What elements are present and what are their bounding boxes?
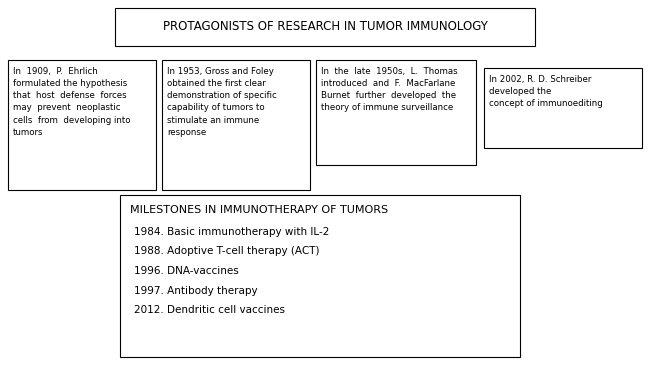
Bar: [120, 195, 520, 357]
Text: In  the  late  1950s,  L.  Thomas
introduced  and  F.  MacFarlane
Burnet  furthe: In the late 1950s, L. Thomas introduced …: [321, 67, 458, 112]
Text: 1984. Basic immunotherapy with IL-2: 1984. Basic immunotherapy with IL-2: [134, 227, 330, 237]
Bar: [115, 8, 535, 46]
Text: 1988. Adoptive T-cell therapy (ACT): 1988. Adoptive T-cell therapy (ACT): [134, 247, 320, 257]
Text: In 1953, Gross and Foley
obtained the first clear
demonstration of specific
capa: In 1953, Gross and Foley obtained the fi…: [167, 67, 277, 137]
Text: 2012. Dendritic cell vaccines: 2012. Dendritic cell vaccines: [134, 305, 285, 315]
Text: 1996. DNA-vaccines: 1996. DNA-vaccines: [134, 266, 239, 276]
Bar: [162, 60, 310, 190]
Text: In  1909,  P.  Ehrlich
formulated the hypothesis
that  host  defense  forces
may: In 1909, P. Ehrlich formulated the hypot…: [13, 67, 131, 137]
Text: MILESTONES IN IMMUNOTHERAPY OF TUMORS: MILESTONES IN IMMUNOTHERAPY OF TUMORS: [130, 205, 388, 215]
Text: 1997. Antibody therapy: 1997. Antibody therapy: [134, 286, 257, 295]
Bar: [8, 60, 156, 190]
Bar: [316, 60, 476, 165]
Text: PROTAGONISTS OF RESEARCH IN TUMOR IMMUNOLOGY: PROTAGONISTS OF RESEARCH IN TUMOR IMMUNO…: [162, 21, 488, 33]
Text: In 2002, R. D. Schreiber
developed the
concept of immunoediting: In 2002, R. D. Schreiber developed the c…: [489, 75, 603, 108]
Bar: [484, 68, 642, 148]
